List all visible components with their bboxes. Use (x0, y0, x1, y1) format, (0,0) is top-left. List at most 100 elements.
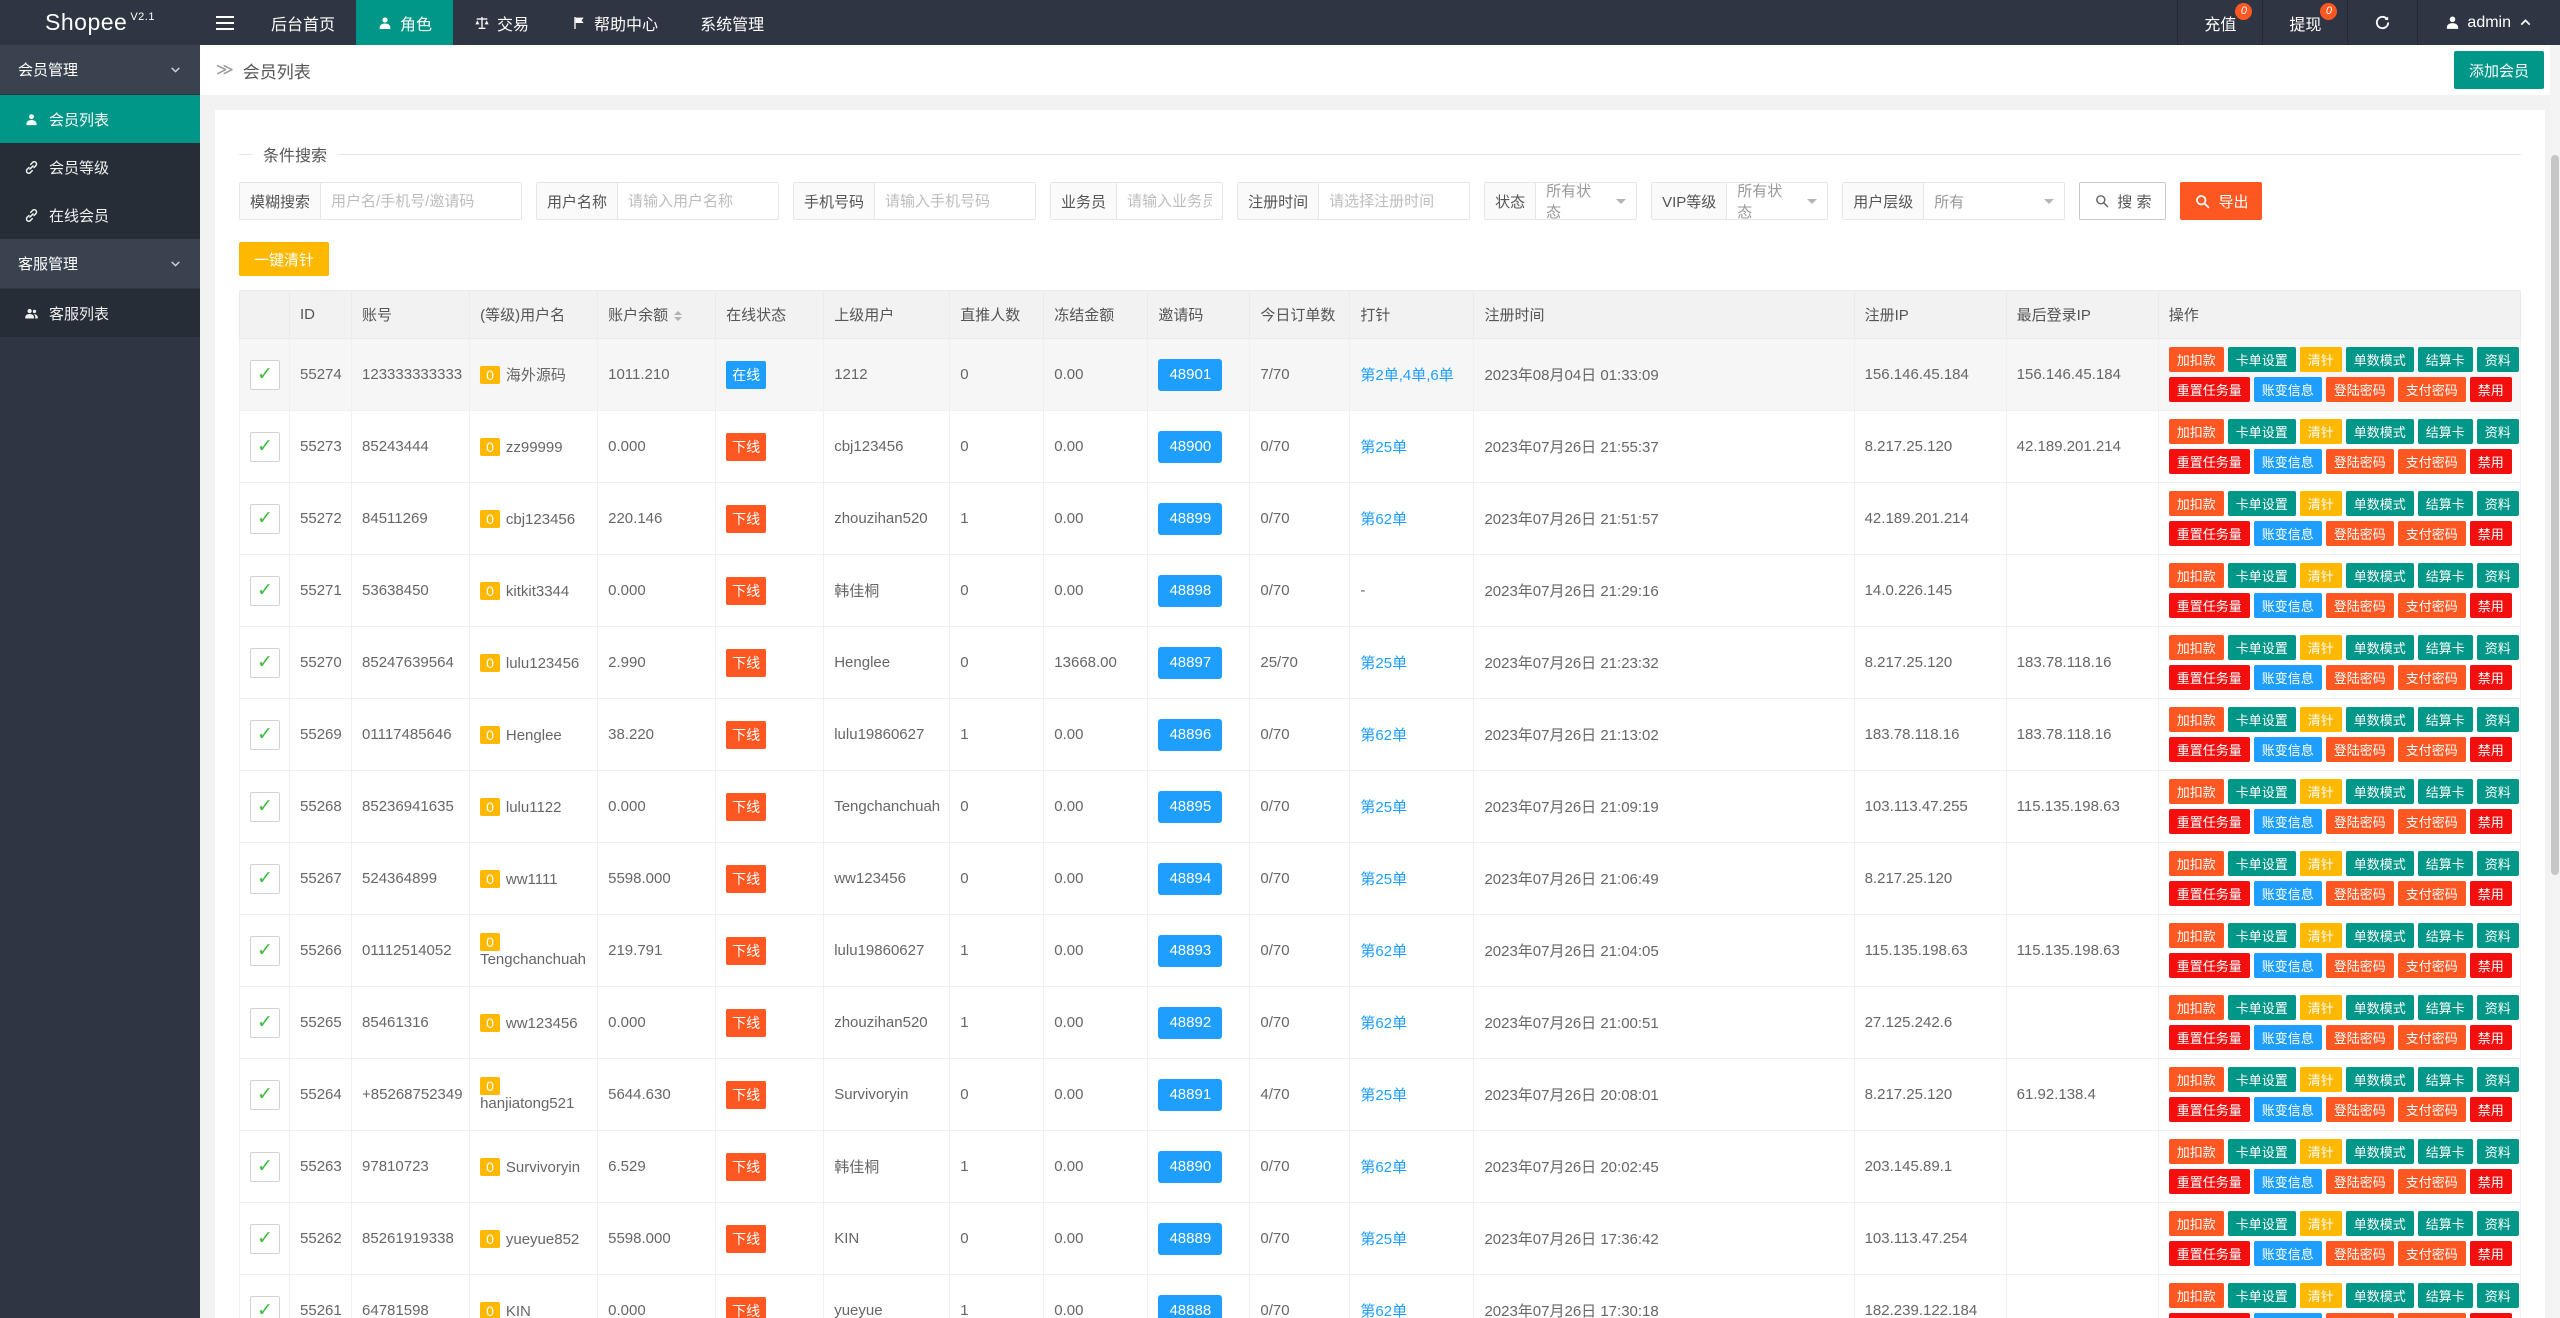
filter-input[interactable] (875, 183, 1036, 219)
action-button-重置任务量[interactable]: 重置任务量 (2168, 1025, 2250, 1051)
action-button-卡单设置[interactable]: 卡单设置 (2227, 1283, 2296, 1309)
action-button-账变信息[interactable]: 账变信息 (2253, 521, 2322, 547)
action-button-重置任务量[interactable]: 重置任务量 (2168, 1097, 2250, 1123)
action-button-支付密码[interactable]: 支付密码 (2397, 809, 2466, 835)
action-button-支付密码[interactable]: 支付密码 (2397, 1097, 2466, 1123)
action-button-结算卡[interactable]: 结算卡 (2417, 923, 2473, 949)
needle-link[interactable]: 第25单 (1360, 439, 1408, 457)
action-button-登陆密码[interactable]: 登陆密码 (2325, 1313, 2394, 1318)
action-button-重置任务量[interactable]: 重置任务量 (2168, 1313, 2250, 1318)
action-button-结算卡[interactable]: 结算卡 (2417, 1283, 2473, 1309)
action-button-重置任务量[interactable]: 重置任务量 (2168, 809, 2250, 835)
action-button-禁用[interactable]: 禁用 (2469, 449, 2512, 475)
sidebar-item-会员列表[interactable]: 会员列表 (0, 95, 200, 143)
action-button-重置任务量[interactable]: 重置任务量 (2168, 377, 2250, 403)
action-button-加扣款[interactable]: 加扣款 (2168, 419, 2224, 445)
filter-select[interactable]: 所有 (1924, 183, 2064, 219)
action-button-账变信息[interactable]: 账变信息 (2253, 1025, 2322, 1051)
invite-code-button[interactable]: 48896 (1158, 718, 1223, 751)
needle-link[interactable]: 第62单 (1360, 727, 1408, 745)
action-button-清针[interactable]: 清针 (2299, 419, 2342, 445)
action-button-登陆密码[interactable]: 登陆密码 (2325, 1097, 2394, 1123)
action-button-结算卡[interactable]: 结算卡 (2417, 563, 2473, 589)
action-button-卡单设置[interactable]: 卡单设置 (2227, 923, 2296, 949)
action-button-资料[interactable]: 资料 (2476, 779, 2519, 805)
action-button-账变信息[interactable]: 账变信息 (2253, 1241, 2322, 1267)
action-button-卡单设置[interactable]: 卡单设置 (2227, 635, 2296, 661)
action-button-单数模式[interactable]: 单数模式 (2345, 707, 2414, 733)
action-button-账变信息[interactable]: 账变信息 (2253, 953, 2322, 979)
action-button-资料[interactable]: 资料 (2476, 419, 2519, 445)
action-button-单数模式[interactable]: 单数模式 (2345, 1067, 2414, 1093)
action-button-重置任务量[interactable]: 重置任务量 (2168, 593, 2250, 619)
clear-needle-button[interactable]: 一键清针 (239, 242, 330, 276)
needle-link[interactable]: 第62单 (1360, 1159, 1408, 1177)
row-checkbox[interactable]: ✓ (250, 1295, 280, 1318)
action-button-资料[interactable]: 资料 (2476, 851, 2519, 877)
action-button-加扣款[interactable]: 加扣款 (2168, 491, 2224, 517)
action-button-账变信息[interactable]: 账变信息 (2253, 1313, 2322, 1318)
scrollbar[interactable] (2550, 45, 2560, 1318)
action-button-登陆密码[interactable]: 登陆密码 (2325, 953, 2394, 979)
action-button-登陆密码[interactable]: 登陆密码 (2325, 809, 2394, 835)
action-button-加扣款[interactable]: 加扣款 (2168, 995, 2224, 1021)
sort-icon[interactable] (674, 307, 683, 325)
action-button-支付密码[interactable]: 支付密码 (2397, 881, 2466, 907)
action-button-单数模式[interactable]: 单数模式 (2345, 779, 2414, 805)
invite-code-button[interactable]: 48898 (1158, 574, 1223, 607)
filter-input[interactable] (1117, 183, 1223, 219)
action-button-禁用[interactable]: 禁用 (2469, 881, 2512, 907)
action-button-支付密码[interactable]: 支付密码 (2397, 1169, 2466, 1195)
action-button-登陆密码[interactable]: 登陆密码 (2325, 1169, 2394, 1195)
action-button-清针[interactable]: 清针 (2299, 707, 2342, 733)
sidebar-item-会员等级[interactable]: 会员等级 (0, 143, 200, 191)
action-button-单数模式[interactable]: 单数模式 (2345, 347, 2414, 373)
action-button-加扣款[interactable]: 加扣款 (2168, 707, 2224, 733)
action-button-账变信息[interactable]: 账变信息 (2253, 881, 2322, 907)
needle-link[interactable]: 第62单 (1360, 1015, 1408, 1033)
action-button-登陆密码[interactable]: 登陆密码 (2325, 737, 2394, 763)
action-button-加扣款[interactable]: 加扣款 (2168, 1211, 2224, 1237)
action-button-禁用[interactable]: 禁用 (2469, 1025, 2512, 1051)
action-button-结算卡[interactable]: 结算卡 (2417, 779, 2473, 805)
action-button-结算卡[interactable]: 结算卡 (2417, 995, 2473, 1021)
action-button-卡单设置[interactable]: 卡单设置 (2227, 707, 2296, 733)
filter-select[interactable]: 所有状态 (1536, 183, 1636, 221)
action-button-加扣款[interactable]: 加扣款 (2168, 923, 2224, 949)
export-button[interactable]: 导出 (2180, 182, 2263, 220)
nav-item-2[interactable]: 交易 (453, 0, 550, 45)
action-button-账变信息[interactable]: 账变信息 (2253, 1169, 2322, 1195)
action-button-结算卡[interactable]: 结算卡 (2417, 1211, 2473, 1237)
action-button-资料[interactable]: 资料 (2476, 1211, 2519, 1237)
row-checkbox[interactable]: ✓ (250, 1007, 280, 1038)
row-checkbox[interactable]: ✓ (250, 1223, 280, 1254)
row-checkbox[interactable]: ✓ (250, 1151, 280, 1182)
action-button-账变信息[interactable]: 账变信息 (2253, 737, 2322, 763)
action-button-结算卡[interactable]: 结算卡 (2417, 419, 2473, 445)
action-button-清针[interactable]: 清针 (2299, 1211, 2342, 1237)
action-button-账变信息[interactable]: 账变信息 (2253, 665, 2322, 691)
action-button-登陆密码[interactable]: 登陆密码 (2325, 377, 2394, 403)
action-button-支付密码[interactable]: 支付密码 (2397, 1313, 2466, 1318)
sidebar-item-在线会员[interactable]: 在线会员 (0, 191, 200, 239)
needle-link[interactable]: 第62单 (1360, 511, 1408, 529)
action-button-加扣款[interactable]: 加扣款 (2168, 779, 2224, 805)
action-button-清针[interactable]: 清针 (2299, 347, 2342, 373)
action-button-加扣款[interactable]: 加扣款 (2168, 1283, 2224, 1309)
action-button-账变信息[interactable]: 账变信息 (2253, 593, 2322, 619)
action-button-重置任务量[interactable]: 重置任务量 (2168, 521, 2250, 547)
invite-code-button[interactable]: 48900 (1158, 430, 1223, 463)
action-button-资料[interactable]: 资料 (2476, 1283, 2519, 1309)
action-button-清针[interactable]: 清针 (2299, 563, 2342, 589)
action-button-单数模式[interactable]: 单数模式 (2345, 851, 2414, 877)
row-checkbox[interactable]: ✓ (250, 431, 280, 462)
row-checkbox[interactable]: ✓ (250, 791, 280, 822)
action-button-登陆密码[interactable]: 登陆密码 (2325, 521, 2394, 547)
refresh-button[interactable] (2347, 0, 2417, 45)
action-button-支付密码[interactable]: 支付密码 (2397, 593, 2466, 619)
user-menu[interactable]: admin (2417, 0, 2560, 45)
row-checkbox[interactable]: ✓ (250, 503, 280, 534)
action-button-禁用[interactable]: 禁用 (2469, 1097, 2512, 1123)
action-button-支付密码[interactable]: 支付密码 (2397, 665, 2466, 691)
action-button-禁用[interactable]: 禁用 (2469, 1241, 2512, 1267)
